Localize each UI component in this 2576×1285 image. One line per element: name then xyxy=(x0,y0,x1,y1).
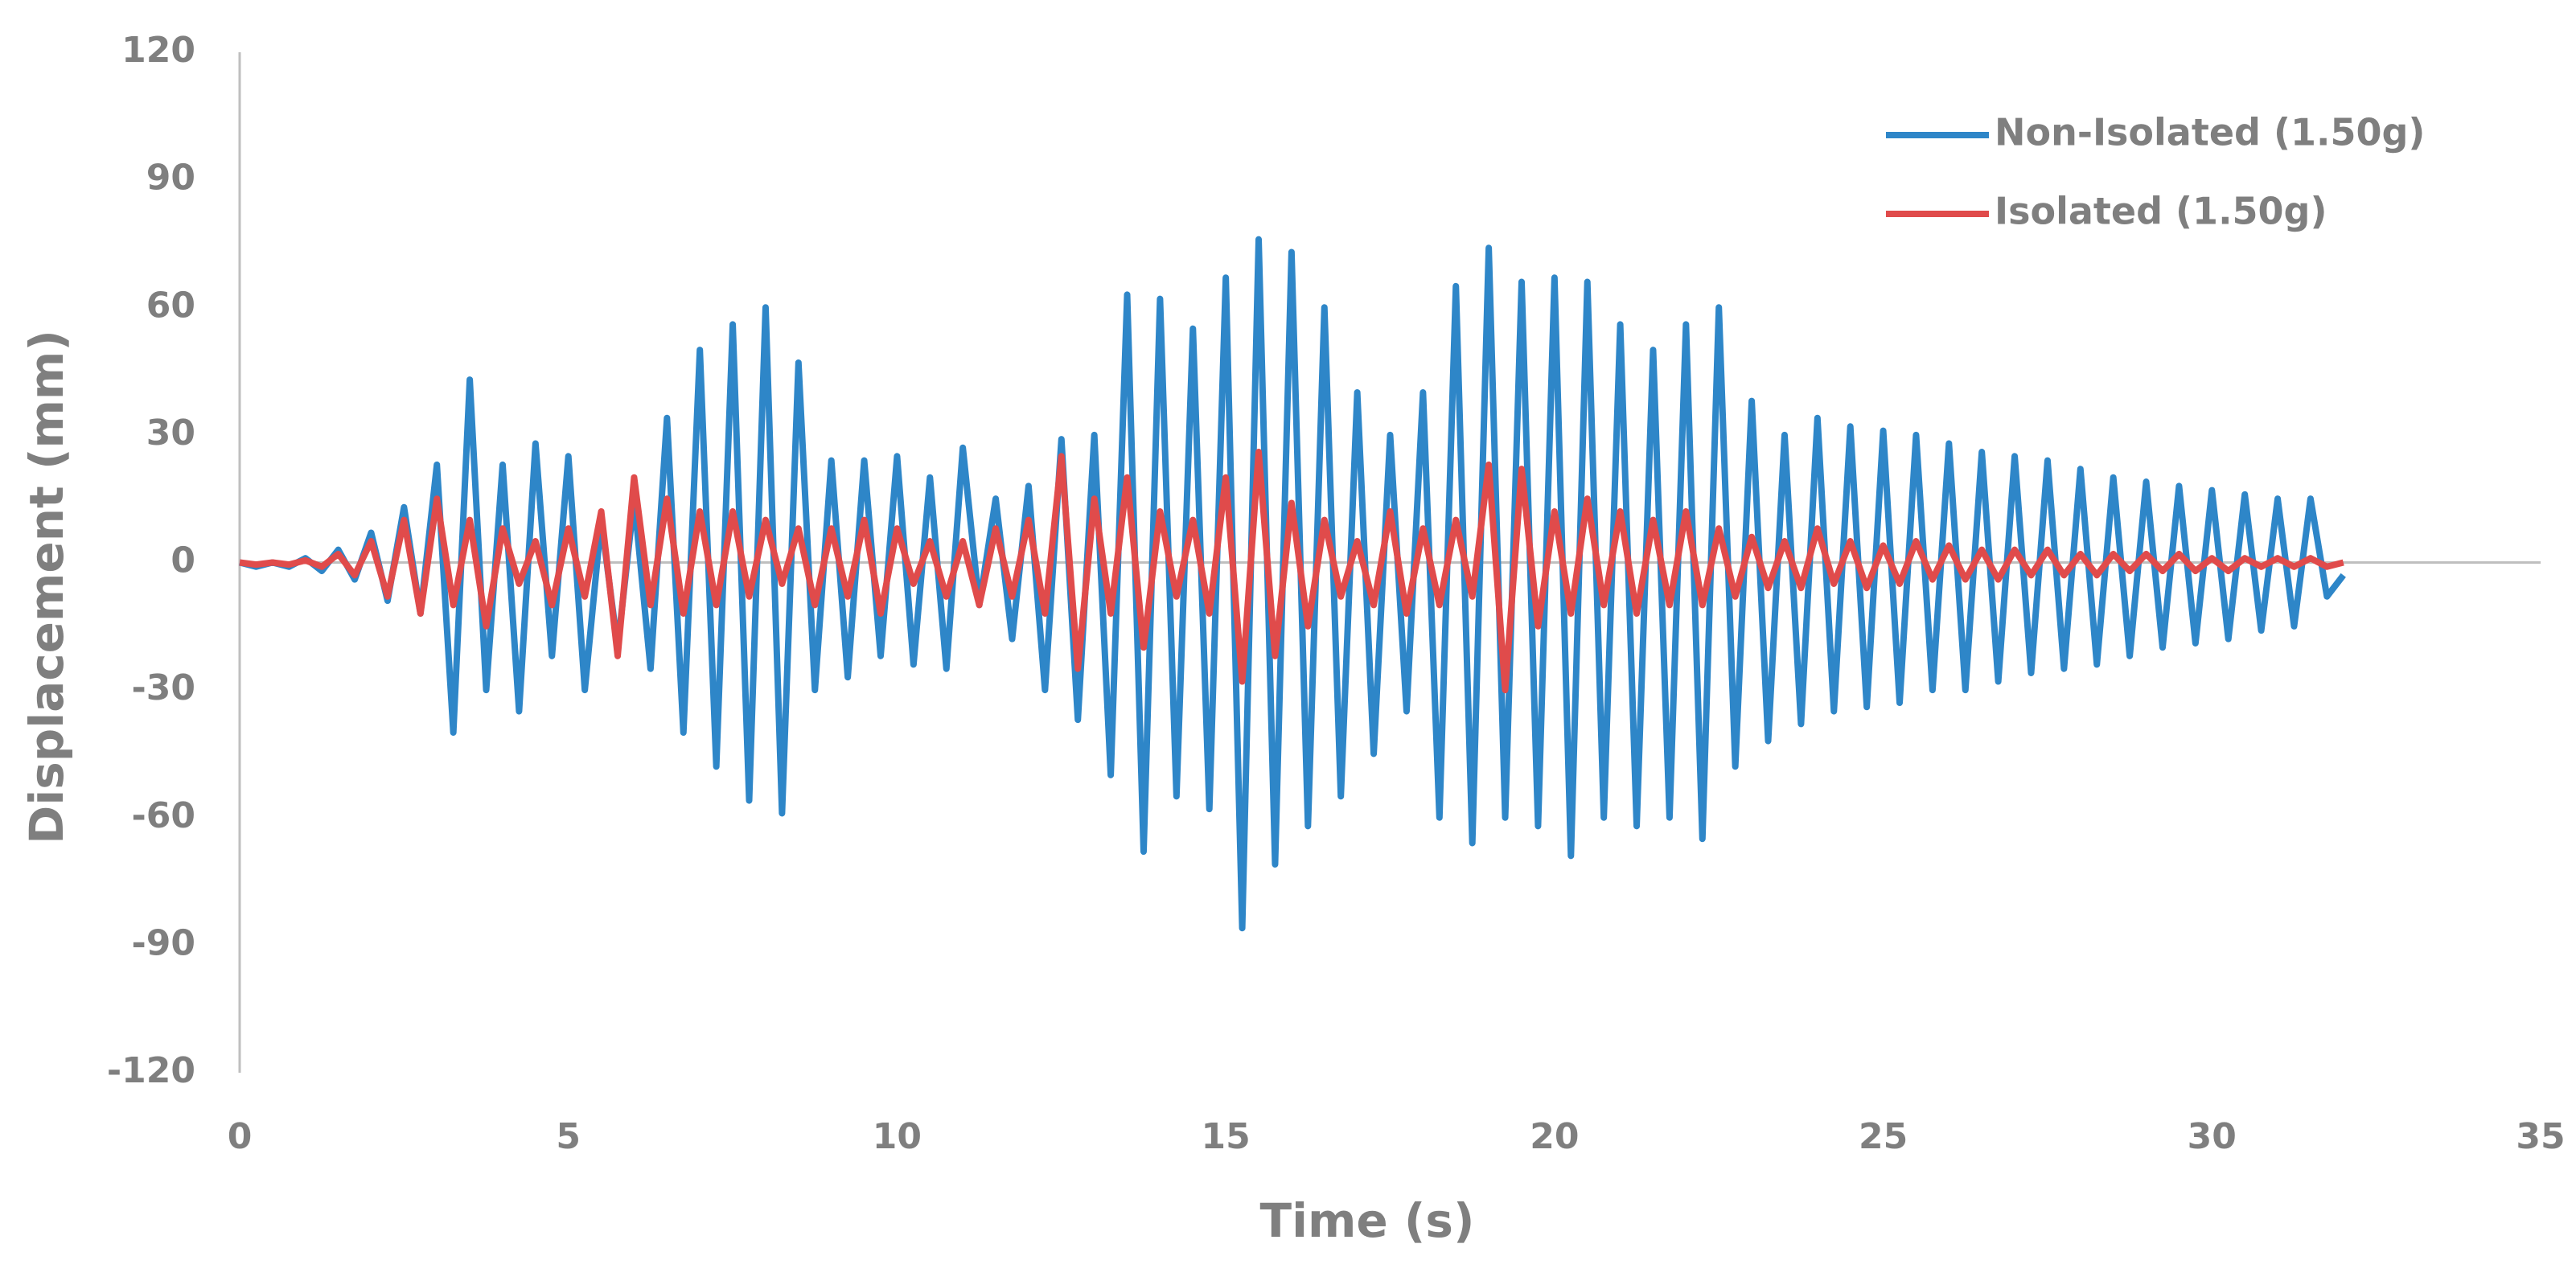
x-tick-label: 25 xyxy=(1859,1116,1908,1157)
x-tick-label: 15 xyxy=(1202,1116,1251,1157)
x-axis-title: Time (s) xyxy=(1260,1193,1475,1248)
series-line xyxy=(239,449,2344,694)
y-axis-title: Displacement (mm) xyxy=(19,330,74,844)
y-tick-label: -30 xyxy=(132,667,196,708)
y-tick-label: -120 xyxy=(107,1050,195,1091)
x-tick-label: 35 xyxy=(2516,1116,2565,1157)
y-tick-label: 120 xyxy=(121,30,195,71)
y-tick-label: 30 xyxy=(146,413,195,454)
legend-label: Non-Isolated (1.50g) xyxy=(1995,111,2425,154)
y-tick-label: 90 xyxy=(146,158,195,199)
x-tick-label: 30 xyxy=(2188,1116,2237,1157)
x-tick-label: 5 xyxy=(556,1116,581,1157)
y-tick-label: -90 xyxy=(132,922,196,963)
y-tick-label: -60 xyxy=(132,795,196,836)
y-tick-label: 0 xyxy=(171,540,195,581)
x-tick-label: 0 xyxy=(228,1116,253,1157)
x-tick-label: 20 xyxy=(1530,1116,1579,1157)
x-tick-label: 10 xyxy=(873,1116,922,1157)
legend-label: Isolated (1.50g) xyxy=(1995,190,2327,233)
y-tick-label: 60 xyxy=(146,285,195,326)
series-line xyxy=(238,236,2346,932)
